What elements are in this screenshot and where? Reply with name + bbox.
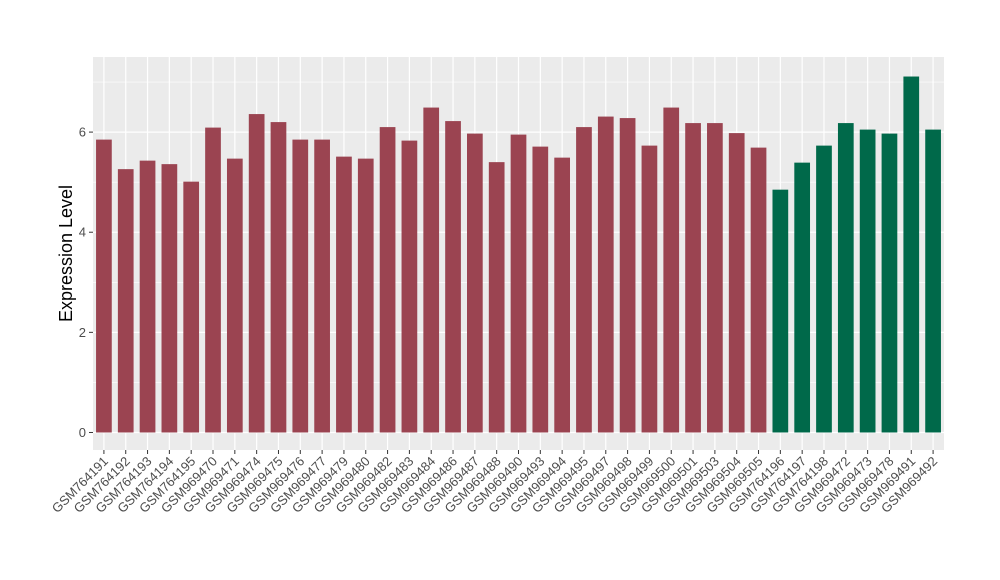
x-axis: GSM764191GSM764192GSM764193GSM764194GSM7… xyxy=(49,450,940,516)
y-axis: 0 2 4 6 xyxy=(79,125,93,440)
bar xyxy=(445,121,461,433)
bar xyxy=(576,127,592,433)
bar xyxy=(750,147,767,433)
bar xyxy=(641,145,658,433)
bar xyxy=(532,146,549,433)
bar xyxy=(183,181,200,433)
bar xyxy=(816,145,832,433)
bar xyxy=(707,123,723,433)
bars xyxy=(96,76,941,433)
y-tick-label: 6 xyxy=(79,125,86,140)
bar xyxy=(772,189,789,433)
bar xyxy=(903,76,920,433)
bar xyxy=(728,133,745,433)
bar xyxy=(96,139,112,433)
bar xyxy=(554,157,570,433)
y-axis-title: Expression Level xyxy=(56,185,76,322)
bar xyxy=(117,169,134,433)
bar xyxy=(314,139,330,433)
bar xyxy=(794,162,811,433)
bar xyxy=(859,129,876,433)
bar xyxy=(685,123,701,433)
bar xyxy=(663,107,680,433)
bar xyxy=(226,158,243,433)
y-tick-label: 0 xyxy=(79,425,86,440)
bar xyxy=(510,134,527,433)
bar xyxy=(357,158,374,433)
bar xyxy=(423,107,440,433)
bar xyxy=(488,162,505,433)
bar xyxy=(161,164,178,433)
bar xyxy=(139,160,156,433)
bar xyxy=(379,127,396,433)
bar xyxy=(336,156,352,433)
bar xyxy=(292,139,309,433)
bar xyxy=(881,133,898,433)
bar xyxy=(925,129,941,433)
bar xyxy=(467,133,483,433)
bar xyxy=(619,118,636,433)
y-tick-label: 2 xyxy=(79,325,86,340)
bar xyxy=(205,127,221,433)
bar xyxy=(597,116,614,433)
bar xyxy=(401,140,418,433)
bar xyxy=(270,122,287,433)
bar xyxy=(248,114,265,433)
y-tick-label: 4 xyxy=(79,225,86,240)
bar xyxy=(837,123,854,433)
